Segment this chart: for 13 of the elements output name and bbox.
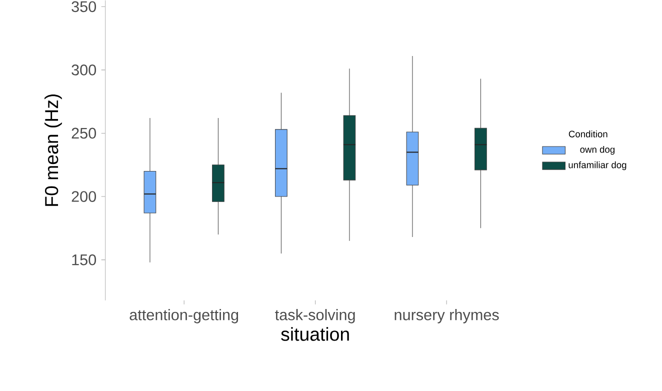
legend-title: Condition <box>568 130 608 138</box>
y-tick-label: 300 <box>72 64 96 76</box>
legend-label: unfamiliar dog <box>568 161 626 170</box>
y-tick-label: 200 <box>72 191 96 202</box>
y-axis-title: F0 mean (Hz) <box>44 94 62 206</box>
x-tick-label: attention-getting <box>130 309 238 324</box>
legend-label: own dog <box>580 146 614 155</box>
y-tick-label: 250 <box>72 128 96 139</box>
y-tick-label: 150 <box>72 254 96 266</box>
x-axis-title: situation <box>281 327 349 341</box>
x-tick-label: task-solving <box>275 309 355 324</box>
x-tick-label: nursery rhymes <box>394 309 499 324</box>
y-tick-label: 350 <box>72 1 96 12</box>
